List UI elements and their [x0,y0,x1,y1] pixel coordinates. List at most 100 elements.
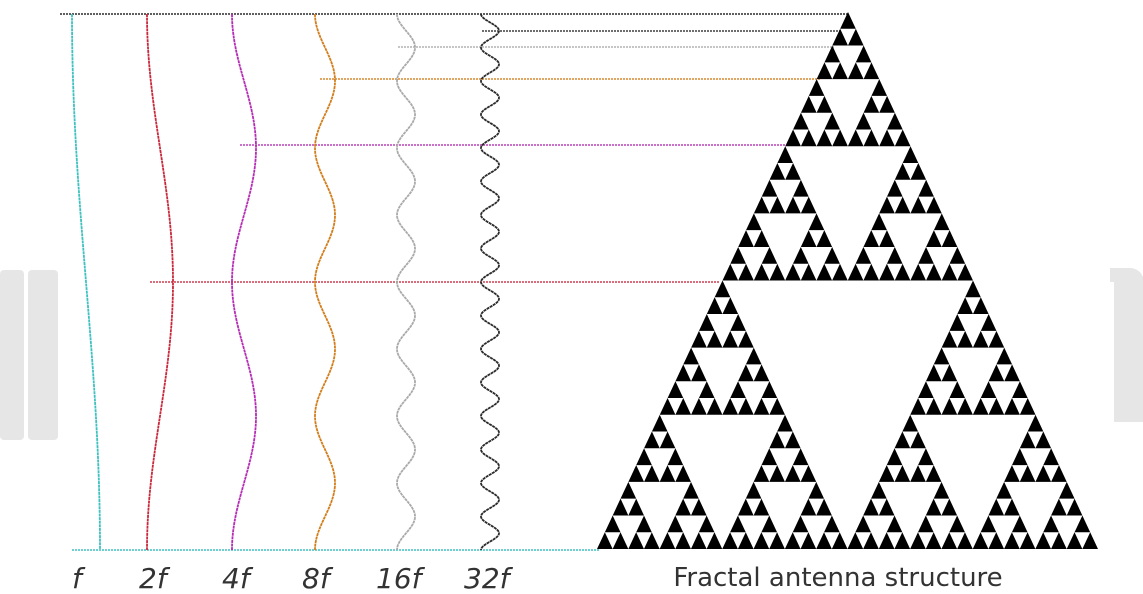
fractal-triangle [659,532,676,549]
fractal-triangle [980,515,997,533]
fractal-triangle [738,397,754,415]
fractal-triangle [910,465,926,482]
fractal-triangle [957,397,973,415]
fractal-triangle [691,364,707,382]
fractal-triangle [1035,465,1052,482]
fractal-triangle [847,532,864,549]
fractal-triangle [643,532,660,549]
fractal-triangle [1004,498,1020,516]
fractal-triangle [941,532,958,549]
fractal-triangle [855,246,872,264]
fractal-triangle [1004,532,1020,549]
fractal-triangle [769,431,785,449]
fractal-triangle [996,347,1013,365]
fractal-triangle [784,431,801,449]
fractal-triangle [722,532,738,549]
connector-lines [60,13,848,551]
fractal-triangle [816,62,833,80]
fractal-triangle [753,230,770,247]
fractal-triangle [910,196,927,214]
fractal-triangle [933,213,950,231]
fractal-triangle [777,146,794,164]
fractal-triangle [1043,448,1059,466]
fractal-triangle [612,532,629,549]
fractal-triangle [698,314,715,331]
fractal-triangle [785,196,801,214]
fractal-triangle [918,448,934,466]
watermark-logo [0,268,1143,440]
fractal-triangle [941,230,958,247]
fractal-triangle [894,431,911,449]
fractal-triangle [738,263,754,281]
fractal-triangle [1051,465,1067,482]
fractal-triangle [847,129,864,147]
fractal-triangle [800,263,817,281]
fractal-triangle [753,532,770,549]
fractal-triangle [761,246,778,264]
fractal-triangle [886,179,903,197]
fractal-triangle [792,515,809,533]
fractal-triangle [925,397,942,415]
fractal-triangle [761,381,778,398]
fractal-triangle [910,532,926,549]
wave-label-f: f [72,562,86,594]
fractal-triangle [816,532,832,549]
fractal-triangle [636,448,652,466]
fractal-triangle [722,397,739,415]
fractal-triangle [1004,364,1020,382]
fractal-triangle [863,95,880,113]
fractal-triangle [659,465,676,482]
fractal-triangle [730,381,746,398]
fractal-triangle [690,532,707,549]
fractal-triangle [1066,532,1083,549]
fractal-triangle [785,163,801,180]
wave-4f [231,14,257,550]
fractal-triangle [675,498,691,516]
fractal-triangle [730,246,746,264]
wave-label-2f: 2f [139,562,171,594]
fractal-triangle [926,196,942,214]
wave-label-8f: 8f [302,562,334,594]
fractal-triangle [879,95,895,113]
fractal-triangle [769,163,786,180]
fractal-triangle [604,515,621,533]
fractal-triangle [1004,465,1020,482]
fractal-triangle [722,330,739,348]
fractal-triangle [863,129,880,147]
fractal-triangle [644,465,660,482]
fractal-triangle [918,381,934,398]
fractal-triangle [659,397,676,415]
wave-f [71,14,101,550]
fractal-triangle [691,330,707,348]
fractal-triangle [941,364,958,382]
fractal-triangle [698,381,715,398]
fractal-triangle [785,129,801,147]
fractal-triangle [879,196,895,214]
fractal-triangle [910,263,927,281]
fractal-caption: Fractal antenna structure [673,563,1002,593]
fractal-triangle [824,45,841,63]
fractal-triangle [753,465,770,482]
fractal-triangle [1051,532,1067,549]
fractal-triangle [917,515,934,533]
fractal-triangle [894,129,911,147]
fractal-triangle [1019,532,1036,549]
fractal-triangle [855,515,871,533]
fractal-triangle [996,481,1012,499]
fractal-triangle [690,498,707,516]
fractal-triangle [753,364,770,382]
fractal-triangle [933,481,950,499]
fractal-triangle [871,213,887,231]
sierpinski-fractal [597,12,1098,549]
fractal-triangle [784,465,801,482]
fractal-triangle [737,532,754,549]
watermark-hook [1110,268,1143,422]
fractal-triangle [800,532,817,549]
fractal-triangle [683,481,699,499]
fractal-triangle [1011,515,1028,533]
fractal-triangle [628,465,645,482]
fractal-triangle [879,263,895,281]
fractal-triangle [675,465,691,482]
watermark-bar-0 [0,270,24,440]
